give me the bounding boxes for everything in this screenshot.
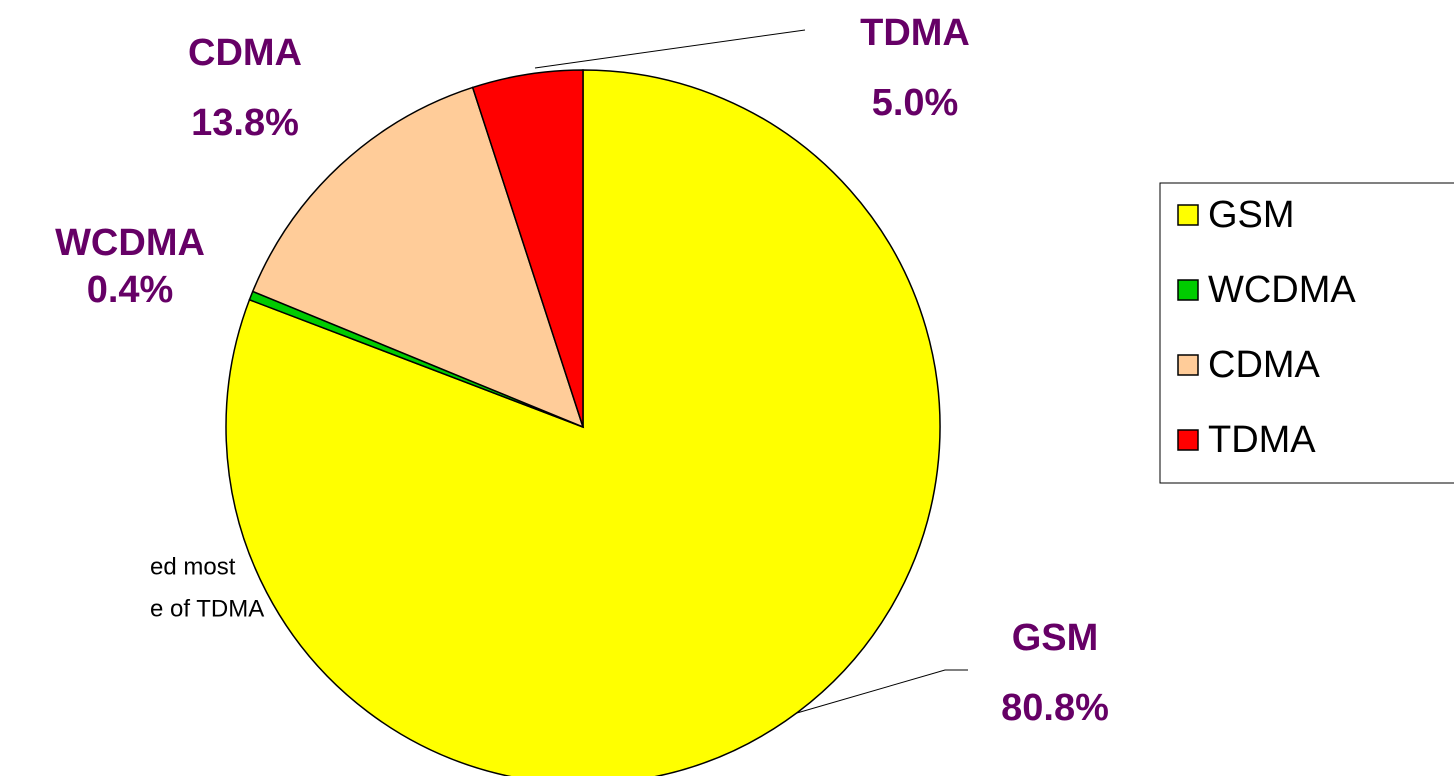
legend-swatch	[1177, 204, 1199, 226]
legend-swatch	[1177, 354, 1199, 376]
annotation: e of TDMA	[150, 595, 264, 622]
pie-slice	[251, 86, 585, 429]
data-label: 0.4%	[87, 269, 174, 311]
data-label: 5.0%	[872, 82, 959, 124]
legend-swatch	[1177, 429, 1199, 451]
data-label: 80.8%	[1001, 687, 1109, 729]
pie-slice	[471, 69, 584, 428]
data-label-name: WCDMA	[55, 222, 205, 264]
data-label-name: GSM	[1012, 617, 1099, 659]
annotation: ed most	[150, 553, 236, 580]
leader-line	[789, 669, 968, 716]
legend-label: TDMA	[1208, 419, 1316, 461]
data-label-name: CDMA	[188, 32, 302, 74]
data-label: 13.8%	[191, 102, 299, 144]
legend-box	[1159, 182, 1454, 484]
legend-label: CDMA	[1208, 344, 1321, 386]
pie	[225, 69, 941, 776]
legend-label: GSM	[1208, 194, 1295, 236]
legend-label: WCDMA	[1208, 269, 1356, 311]
data-label-name: TDMA	[860, 12, 970, 54]
leader-line	[534, 29, 806, 69]
legend-swatch	[1177, 279, 1199, 301]
